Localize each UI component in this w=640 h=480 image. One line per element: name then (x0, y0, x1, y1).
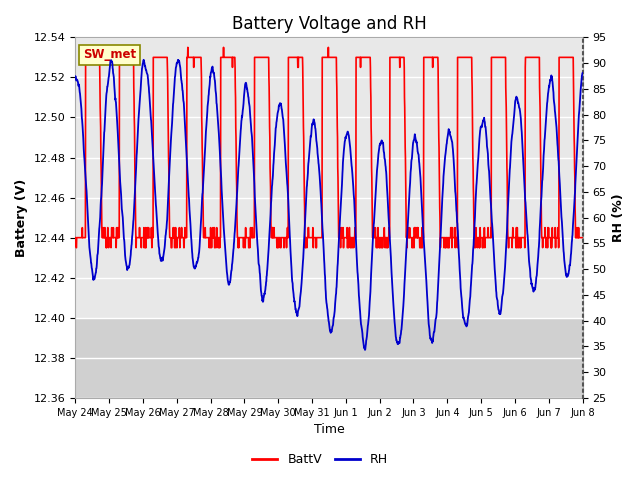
Y-axis label: Battery (V): Battery (V) (15, 179, 28, 257)
Y-axis label: RH (%): RH (%) (612, 193, 625, 242)
Legend: BattV, RH: BattV, RH (248, 448, 392, 471)
Title: Battery Voltage and RH: Battery Voltage and RH (232, 15, 426, 33)
Text: SW_met: SW_met (83, 48, 136, 61)
Bar (76, 318, 582, 398)
X-axis label: Time: Time (314, 423, 344, 436)
